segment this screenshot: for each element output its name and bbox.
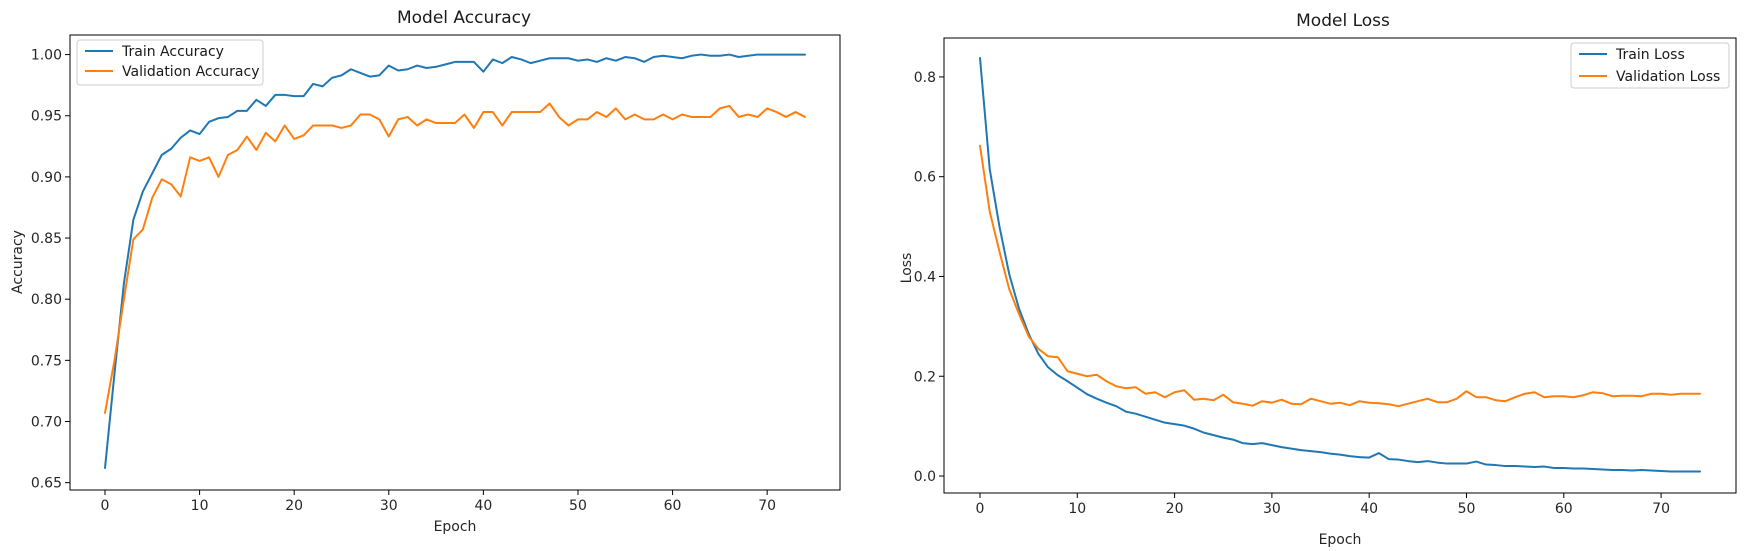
loss-xtick-label: 70	[1652, 501, 1670, 517]
accuracy-xtick-label: 70	[758, 498, 776, 514]
loss-plot-frame	[943, 37, 1737, 494]
accuracy-legend-label-train: Train Accuracy	[121, 44, 224, 60]
loss-ytick-label: 0.6	[914, 170, 936, 186]
accuracy-xtick-label: 0	[101, 498, 110, 514]
accuracy-ytick-labels: 0.65 0.70 0.75 0.80 0.85 0.90 0.95 1.00	[31, 48, 62, 492]
accuracy-xtick-label: 40	[474, 498, 492, 514]
loss-legend-box	[1570, 42, 1730, 89]
accuracy-xtick-label: 20	[285, 498, 303, 514]
accuracy-ytick-label: 0.95	[31, 109, 62, 125]
loss-xtick-label: 30	[1263, 501, 1281, 517]
loss-xtick-label: 20	[1166, 501, 1184, 517]
loss-series-train-line	[979, 56, 1701, 473]
accuracy-xtick-label: 30	[380, 498, 398, 514]
accuracy-legend-label-validation: Validation Accuracy	[122, 64, 260, 80]
loss-series-validation-line	[979, 144, 1701, 408]
loss-x-axis-label: Epoch	[1319, 532, 1362, 548]
loss-y-axis-label: Loss	[899, 253, 915, 284]
accuracy-chart-title: Model Accuracy	[397, 8, 531, 28]
loss-series	[979, 56, 1701, 473]
accuracy-ytick-label: 0.65	[31, 476, 62, 492]
accuracy-xtick-label: 10	[191, 498, 209, 514]
loss-xtick-label: 50	[1458, 501, 1476, 517]
accuracy-legend: Train Accuracy Validation Accuracy	[76, 39, 264, 86]
accuracy-xtick-label: 50	[569, 498, 587, 514]
loss-ytick-label: 0.2	[914, 369, 936, 385]
loss-chart: Model Loss 0.0 0.2 0.4 0.6 0.8 0 10 20 30 40 50 60…	[899, 11, 1737, 548]
accuracy-xtick-label: 60	[664, 498, 682, 514]
loss-legend-label-train: Train Loss	[1615, 47, 1685, 63]
loss-ytick-labels: 0.0 0.2 0.4 0.6 0.8	[914, 70, 936, 485]
accuracy-ticks	[65, 54, 768, 495]
loss-ytick-label: 0.8	[914, 70, 936, 86]
loss-ytick-label: 0.4	[914, 269, 936, 285]
accuracy-x-axis-label: Epoch	[434, 519, 477, 535]
accuracy-series-validation-line	[104, 102, 806, 414]
accuracy-ytick-label: 0.80	[31, 292, 62, 308]
accuracy-y-axis-label: Accuracy	[10, 230, 26, 294]
accuracy-ytick-label: 1.00	[31, 48, 62, 64]
accuracy-series	[104, 53, 806, 469]
accuracy-series-train-line	[104, 53, 806, 469]
loss-xtick-label: 0	[976, 501, 985, 517]
accuracy-ytick-label: 0.85	[31, 231, 62, 247]
accuracy-chart: Model Accuracy 0.650.700.750.800.850.900…	[10, 8, 841, 535]
accuracy-plot-frame	[69, 34, 841, 491]
loss-xtick-label: 10	[1068, 501, 1086, 517]
accuracy-xtick-labels: 0 10 20 30 40 50 60 70	[101, 498, 777, 514]
accuracy-ytick-label: 0.75	[31, 353, 62, 369]
loss-ticks	[939, 76, 1662, 498]
accuracy-ytick-label: 0.70	[31, 415, 62, 431]
loss-xtick-label: 60	[1555, 501, 1573, 517]
loss-chart-title: Model Loss	[1296, 11, 1390, 31]
loss-legend: Train Loss Validation Loss	[1570, 42, 1730, 89]
loss-ytick-label: 0.0	[914, 469, 936, 485]
accuracy-legend-box	[76, 39, 264, 86]
loss-legend-label-validation: Validation Loss	[1616, 69, 1720, 85]
loss-xtick-labels: 0 10 20 30 40 50 60 70	[976, 501, 1670, 517]
accuracy-ytick-label: 0.90	[31, 170, 62, 186]
loss-xtick-label: 40	[1360, 501, 1378, 517]
